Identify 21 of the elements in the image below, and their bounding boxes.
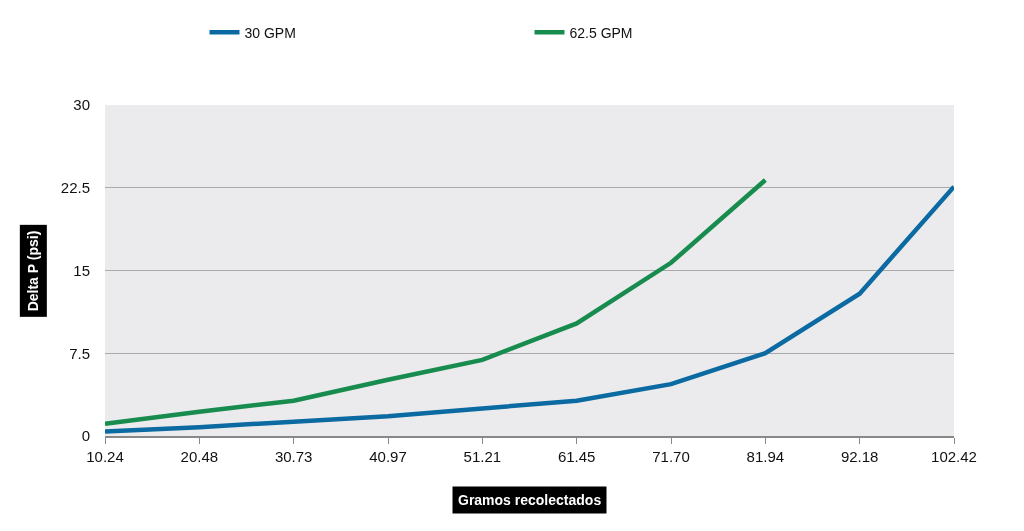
y-tick-label: 22.5	[60, 179, 90, 196]
y-tick-label: 15	[73, 261, 90, 279]
x-tick-label: 40.97	[369, 447, 407, 465]
x-axis-title: Gramos recolectados	[458, 492, 602, 508]
x-tick-label: 81.94	[746, 447, 785, 465]
y-tick-label: 30	[73, 96, 90, 114]
x-tick-label: 102.42	[931, 447, 977, 465]
y-axis-title: Delta P (psi)	[25, 230, 42, 312]
x-tick-label: 51.21	[463, 447, 502, 465]
x-tick-label: 61.45	[557, 447, 596, 465]
x-tick-label: 71.70	[652, 447, 690, 465]
y-tick-label: 0	[81, 427, 90, 445]
x-tick-label: 30.73	[274, 447, 313, 465]
legend-label: 62.5 GPM	[569, 24, 633, 41]
legend-label: 30 GPM	[244, 24, 296, 41]
x-tick-label: 20.48	[180, 447, 219, 465]
x-tick-label: 10.24	[86, 447, 124, 465]
x-tick-label: 92.18	[840, 447, 879, 465]
line-series	[105, 184, 954, 434]
line-series	[105, 177, 768, 427]
y-tick-label: 7.5	[69, 344, 90, 362]
